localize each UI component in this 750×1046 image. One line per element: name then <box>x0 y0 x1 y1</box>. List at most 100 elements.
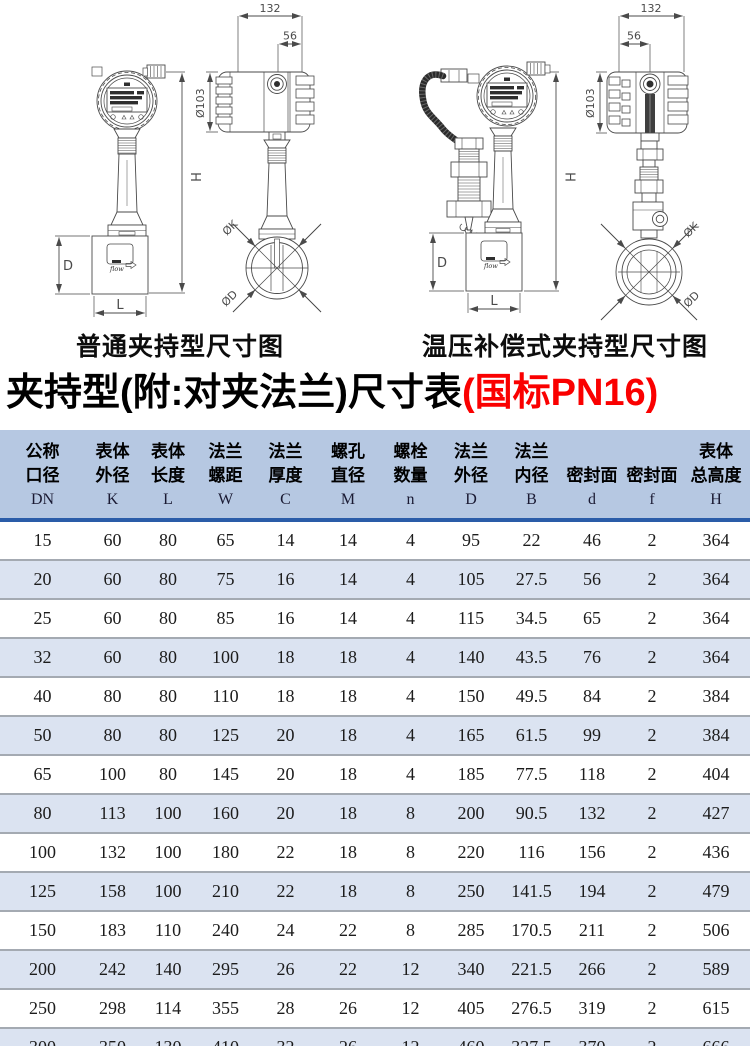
table-cell: 80 <box>0 793 85 833</box>
table-cell: 80 <box>85 676 140 716</box>
table-cell: 80 <box>140 676 196 716</box>
table-cell: 95 <box>462 530 480 550</box>
dim-label-l: L <box>490 294 498 309</box>
table-cell: 28 <box>255 988 316 1028</box>
table-cell: 364 <box>682 559 750 599</box>
table-cell: 18 <box>316 715 380 755</box>
column-header-symbol: D <box>465 491 477 508</box>
page-title: 夹持型(附:对夹法兰)尺寸表(国标PN16) <box>6 370 750 416</box>
table-cell: 100 <box>140 793 196 833</box>
column-header: 密封面 d <box>562 430 622 522</box>
dim-label-d: D <box>437 256 447 271</box>
column-header-name: 法兰 厚度 <box>268 442 303 485</box>
column-header-symbol: M <box>340 491 356 508</box>
table-cell: 156 <box>562 832 622 872</box>
dim-label-132: 132 <box>260 2 281 15</box>
column-header-name: 螺孔 直径 <box>331 442 365 485</box>
table-cell: 113 <box>85 793 140 833</box>
column-header: 表体 外径 K <box>85 430 140 522</box>
page-title-main: 夹持型(附:对夹法兰)尺寸表 <box>6 372 462 414</box>
table-cell: 80 <box>159 530 177 550</box>
technical-drawings-svg: H D L <box>55 2 702 321</box>
table-cell: 118 <box>562 754 622 794</box>
table-cell: 8 <box>380 910 441 950</box>
table-cell: 77.5 <box>501 754 562 794</box>
table-cell: 116 <box>501 832 562 872</box>
table-cell: 84 <box>562 676 622 716</box>
table-cell: 615 <box>682 988 750 1028</box>
table-cell: 2 <box>622 910 682 950</box>
table-cell: 80 <box>140 637 196 677</box>
table-cell: 65 <box>0 754 85 794</box>
table-cell: 298 <box>85 988 140 1028</box>
table-cell: 327.5 <box>501 1027 562 1046</box>
dim-label-h: H <box>187 172 202 182</box>
compensated-front-view-drawing: H D L <box>419 61 577 313</box>
table-cell: 436 <box>682 832 750 872</box>
table-cell: 170.5 <box>501 910 562 950</box>
table-cell: 16 <box>255 559 316 599</box>
table-cell: 140 <box>140 949 196 989</box>
table-cell: 319 <box>562 988 622 1028</box>
table-cell: 300 <box>0 1027 85 1046</box>
table-cell: 183 <box>85 910 140 950</box>
table-cell: 18 <box>316 754 380 794</box>
table-cell: 50 <box>0 715 85 755</box>
table-row: 250 298 114 355 28 26 12 405 276.5 319 2 615 <box>0 988 750 1028</box>
table-cell: 15 <box>33 530 52 550</box>
table-cell: 2 <box>622 871 682 911</box>
table-cell: 2 <box>622 598 682 638</box>
column-header-symbol: DN <box>30 491 55 508</box>
column-header: 螺栓 数量 n <box>380 430 441 522</box>
column-header-name: 表体 外径 <box>95 442 130 485</box>
table-cell: 80 <box>140 598 196 638</box>
table-cell: 20 <box>255 715 316 755</box>
table-cell: 250 <box>0 988 85 1028</box>
column-header-symbol: L <box>163 491 173 508</box>
dim-label-56: 56 <box>627 30 641 43</box>
table-cell: 370 <box>562 1027 622 1046</box>
table-cell: 22 <box>316 949 380 989</box>
table-row: 20 60 80 75 16 14 4 105 27.5 56 2 364 <box>0 559 750 599</box>
table-cell: 26 <box>316 988 380 1028</box>
table-cell: 56 <box>562 559 622 599</box>
table-cell: 100 <box>85 754 140 794</box>
table-cell: 60 <box>85 598 140 638</box>
table-cell: 32 <box>0 637 85 677</box>
table-cell: 46 <box>583 530 601 550</box>
table-row: 100 132 100 180 22 18 8 220 116 156 2 436 <box>0 832 750 872</box>
dim-label-h: H <box>562 172 577 182</box>
dim-label-103: Ø103 <box>194 88 207 118</box>
dim-label-dd: ØD <box>219 288 240 309</box>
table-cell: 4 <box>380 676 441 716</box>
table-cell: 34.5 <box>501 598 562 638</box>
table-cell: 20 <box>255 754 316 794</box>
table-cell: 140 <box>441 637 501 677</box>
table-cell: 114 <box>140 988 196 1028</box>
compensated-drawing-caption: 温压补偿式夹持型尺寸图 <box>421 333 708 361</box>
table-cell: 18 <box>316 676 380 716</box>
table-cell: 150 <box>0 910 85 950</box>
dim-label-dk: ØK <box>220 217 241 238</box>
table-row: 50 80 80 125 20 18 4 165 61.5 99 2 384 <box>0 715 750 755</box>
table-cell: 22 <box>255 832 316 872</box>
table-cell: 76 <box>562 637 622 677</box>
column-header: 公称 口径 DN <box>0 430 85 522</box>
ordinary-drawing-caption: 普通夹持型尺寸图 <box>75 333 284 361</box>
table-cell: 2 <box>647 530 657 550</box>
table-cell: 20 <box>0 559 85 599</box>
column-header-symbol: K <box>106 491 119 508</box>
table-cell: 506 <box>682 910 750 950</box>
table-cell: 22 <box>522 530 541 550</box>
column-header: 表体 长度 L <box>140 430 196 522</box>
dim-label-132: 132 <box>641 2 662 15</box>
page-title-standard-highlight: (国标PN16) <box>461 372 659 414</box>
table-cell: 460 <box>441 1027 501 1046</box>
column-header: 法兰 厚度 C <box>255 430 316 522</box>
ordinary-side-view-drawing: 132 56 Ø103 <box>194 2 322 313</box>
table-cell: 65 <box>562 598 622 638</box>
table-cell: 100 <box>196 637 255 677</box>
table-cell: 210 <box>196 871 255 911</box>
table-cell: 2 <box>622 559 682 599</box>
